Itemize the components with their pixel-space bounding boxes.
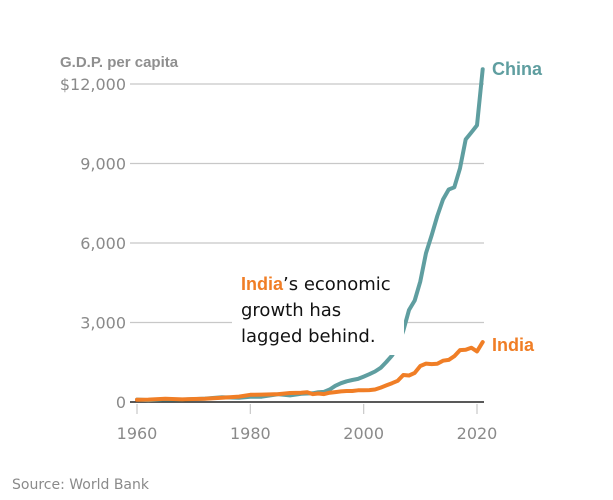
annotation-line-3: lagged behind. [241, 326, 376, 347]
y-tick-label: $12,000 [60, 75, 126, 94]
annotation-line-1: India’s economic [241, 274, 391, 295]
series-label-china: China [492, 59, 543, 79]
source-note: Source: World Bank [12, 477, 150, 493]
x-tick-label: 1980 [230, 424, 271, 443]
y-tick-label: 9,000 [80, 155, 126, 174]
annotation-highlight: India [241, 274, 284, 294]
y-tick-label: 6,000 [80, 234, 126, 253]
x-tick-label: 2000 [343, 424, 384, 443]
x-axis-ticks [136, 404, 478, 414]
annotation-background [232, 265, 404, 355]
y-tick-label: 3,000 [80, 314, 126, 333]
x-axis-tick-labels: 1960 1980 2000 2020 [117, 424, 498, 443]
series-label-india: India [492, 335, 535, 355]
series-line-india [135, 340, 485, 402]
y-axis-title: G.D.P. per capita [60, 54, 179, 71]
x-tick-label: 1960 [117, 424, 158, 443]
annotation-rest: ’s economic [283, 274, 391, 295]
series-lines [135, 67, 485, 403]
x-tick-label: 2020 [457, 424, 498, 443]
y-tick-label: 0 [116, 393, 126, 412]
annotation-line-2: growth has [241, 300, 341, 321]
y-axis-tick-labels: 0 3,000 6,000 9,000 $12,000 [60, 75, 126, 412]
